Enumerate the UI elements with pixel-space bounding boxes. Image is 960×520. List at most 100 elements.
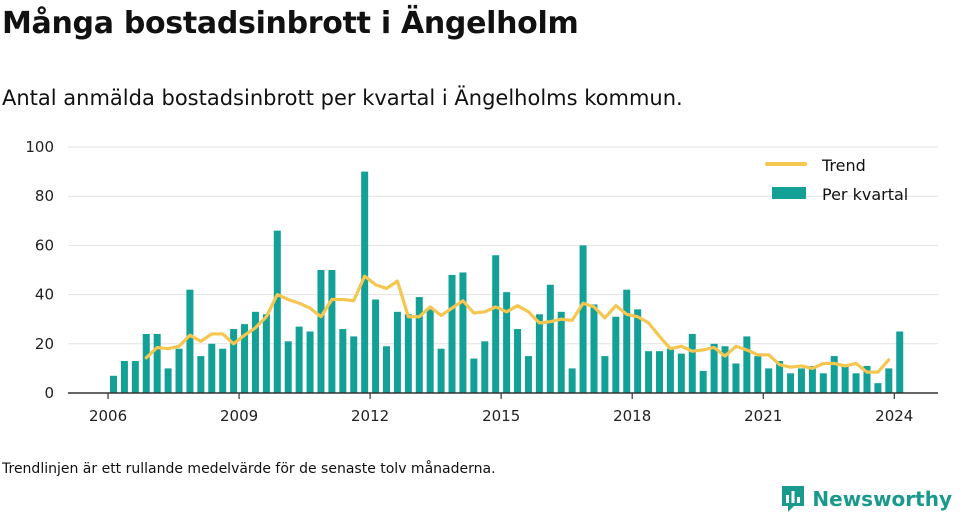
x-tick-label: 2021: [744, 407, 782, 425]
bar: [710, 343, 718, 393]
bar: [503, 292, 511, 393]
bar: [219, 348, 227, 393]
bar: [634, 309, 642, 393]
y-tick-label: 0: [44, 384, 54, 402]
trend-line: [144, 274, 891, 374]
x-tick-label: 2015: [482, 407, 520, 425]
bar: [393, 311, 401, 393]
bar: [645, 351, 653, 393]
bar: [404, 314, 412, 393]
bar: [656, 351, 663, 393]
bar: [743, 336, 751, 393]
bar: [295, 326, 303, 393]
y-tick-label: 80: [35, 187, 54, 205]
bar: [241, 324, 249, 393]
bar: [175, 348, 183, 393]
bar: [765, 368, 773, 393]
bar: [164, 368, 172, 393]
legend-label-trend: Trend: [821, 156, 866, 175]
y-axis-labels: 0 20 40 60 80 100: [25, 138, 54, 402]
bar: [262, 314, 270, 393]
bar: [186, 289, 194, 393]
bar: [415, 297, 423, 393]
bar: [732, 363, 740, 393]
bar: [514, 329, 522, 393]
x-tick-label: 2006: [89, 407, 127, 425]
bar: [601, 356, 609, 393]
page-subtitle: Antal anmälda bostadsinbrott per kvartal…: [2, 86, 683, 110]
bar: [623, 289, 631, 393]
bar: [273, 230, 281, 393]
brand-logo: Newsworthy: [780, 484, 952, 514]
bar: [448, 274, 456, 393]
bar: [535, 314, 543, 393]
bar: [459, 272, 467, 393]
footnote: Trendlinjen är ett rullande medelvärde f…: [2, 461, 496, 477]
bar: [350, 336, 358, 393]
bar: [754, 356, 762, 393]
bar: [863, 365, 871, 393]
bar: [492, 255, 500, 393]
bar: [339, 329, 347, 393]
bar: [699, 370, 707, 393]
bar: [208, 343, 216, 393]
bar: [841, 365, 849, 393]
grid-lines: [68, 146, 938, 345]
x-tick-label: 2024: [875, 407, 913, 425]
x-tick-label: 2009: [220, 407, 258, 425]
bar: [787, 373, 795, 393]
bar: [874, 383, 882, 393]
bar: [797, 368, 805, 393]
y-tick-label: 60: [35, 236, 54, 254]
bar: [721, 346, 729, 393]
bar: [383, 346, 390, 393]
bar: [328, 270, 336, 393]
bar: [230, 329, 238, 393]
bar: [437, 348, 445, 393]
bar: [819, 373, 827, 393]
bar: [677, 353, 685, 393]
bar: [317, 270, 325, 393]
legend-bar-swatch: [772, 187, 806, 199]
x-tick-label: 2012: [351, 407, 389, 425]
bar: [481, 341, 489, 393]
bar: [197, 356, 205, 393]
y-tick-label: 40: [35, 286, 54, 304]
bar: [612, 316, 620, 393]
newsworthy-logo-icon: [782, 486, 805, 512]
bar: [361, 171, 369, 393]
y-tick-label: 20: [35, 335, 54, 353]
bar: [688, 333, 696, 393]
bar: [110, 375, 117, 393]
bar: [153, 333, 161, 393]
bar: [885, 368, 893, 393]
brand-name: Newsworthy: [812, 487, 952, 511]
x-axis: 2006 2009 2012 2015 2018 2021 2024: [68, 392, 938, 425]
bar: [131, 361, 139, 393]
bar: [470, 358, 478, 393]
bar-series: [110, 171, 904, 393]
bar: [579, 245, 587, 393]
bar: [306, 331, 314, 393]
x-tick-label: 2018: [613, 407, 651, 425]
legend-label-per-kvartal: Per kvartal: [822, 185, 908, 204]
bar: [372, 299, 380, 393]
bar-line-chart: 2006 2009 2012 2015 2018 2021 2024 0 20 40 60 80 10…: [25, 138, 938, 425]
bar: [776, 361, 784, 393]
bar: [568, 368, 576, 393]
bar: [251, 311, 259, 393]
bar: [852, 373, 860, 393]
y-tick-label: 100: [25, 138, 54, 156]
bar: [284, 341, 292, 393]
bar: [524, 356, 532, 393]
bar: [896, 331, 904, 393]
bar: [666, 348, 674, 393]
bar: [426, 309, 434, 393]
legend: Trend Per kvartal: [765, 156, 908, 204]
bar: [120, 361, 128, 393]
bar: [557, 311, 565, 393]
bar: [808, 365, 816, 393]
bar: [590, 304, 598, 393]
bar: [546, 284, 554, 393]
page-title: Många bostadsinbrott i Ängelholm: [2, 6, 579, 41]
